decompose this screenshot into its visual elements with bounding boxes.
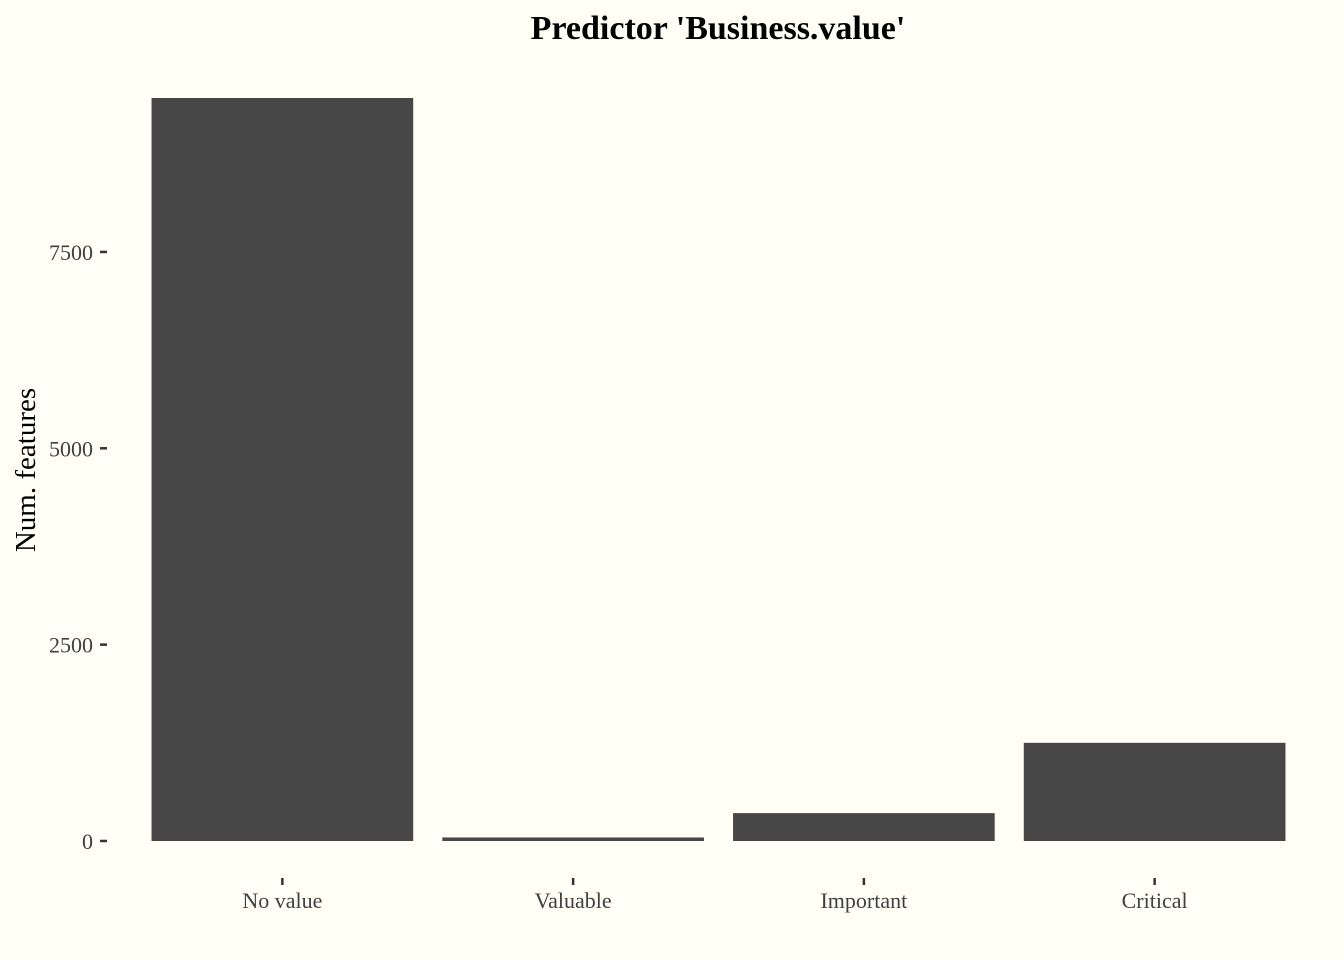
bar-important [733, 813, 995, 841]
x-tick-label: Valuable [535, 888, 612, 913]
x-tick-label: Critical [1122, 888, 1188, 913]
x-tick-label: No value [242, 888, 322, 913]
x-axis: No value Valuable Important Critical [242, 878, 1188, 913]
chart-title: Predictor 'Business.value' [531, 10, 906, 47]
y-tick-label: 2500 [49, 633, 93, 658]
bar-no-value [151, 98, 414, 841]
bar-critical [1023, 742, 1286, 841]
bar-series [151, 98, 1286, 841]
x-tick-label: Important [820, 888, 907, 913]
y-tick-label: 7500 [49, 240, 93, 265]
y-tick-label: 0 [82, 829, 93, 854]
y-axis-title: Num. features [10, 388, 42, 552]
y-axis: 0 2500 5000 7500 [49, 240, 107, 854]
bar-valuable [442, 837, 704, 841]
y-tick-label: 5000 [49, 436, 93, 461]
